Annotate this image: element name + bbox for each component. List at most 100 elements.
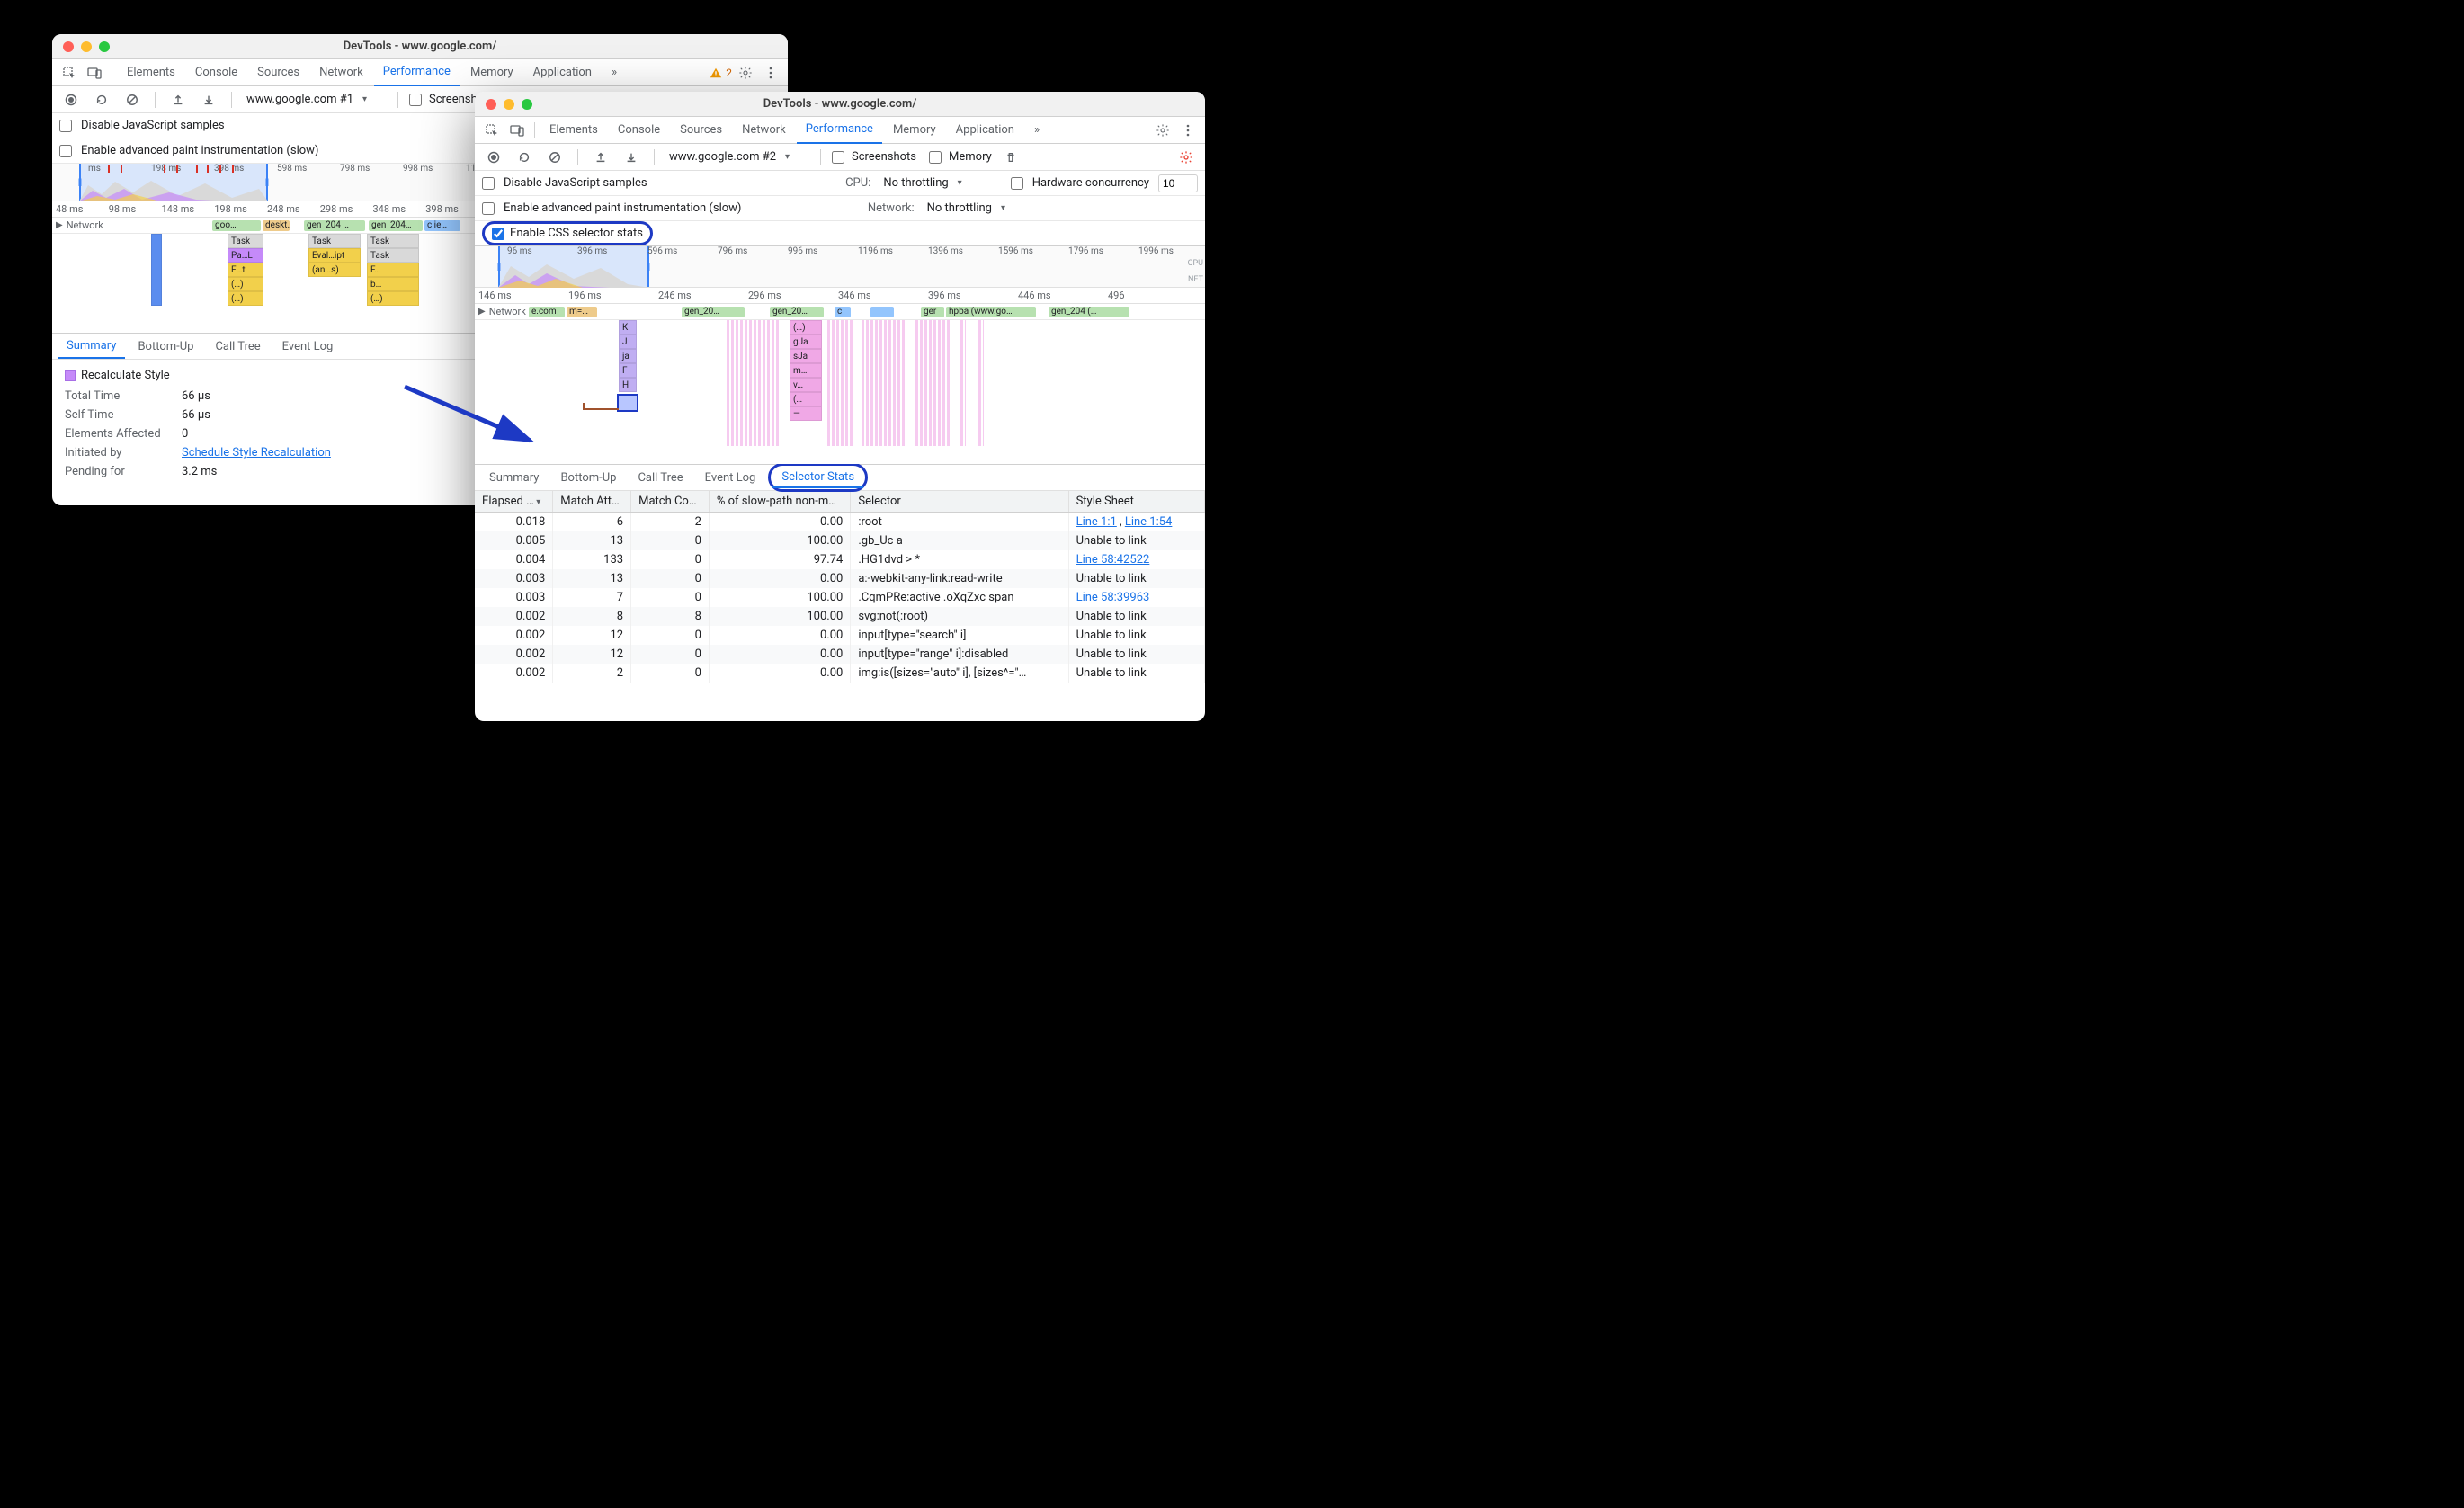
network-request-pill[interactable]: clie… xyxy=(424,220,460,231)
flame-bar[interactable] xyxy=(151,234,162,306)
flame-bar[interactable]: (…) xyxy=(790,320,822,335)
table-row[interactable]: 0.0021200.00input[type="range" i]:disabl… xyxy=(475,645,1205,664)
more-tabs-button[interactable]: » xyxy=(1025,117,1049,144)
flame-bar[interactable]: Task xyxy=(367,248,419,263)
screenshots-checkbox[interactable] xyxy=(409,94,422,106)
paint-instr-checkbox[interactable] xyxy=(482,202,495,215)
capture-settings-icon[interactable] xyxy=(1174,146,1198,169)
subtab-calltree[interactable]: Call Tree xyxy=(206,334,269,359)
initiated-by-link[interactable]: Schedule Style Recalculation xyxy=(182,446,331,460)
subtab-selectorstats[interactable]: Selector Stats xyxy=(772,467,863,488)
table-row[interactable]: 0.004133097.74.HG1dvd > *Line 58:42522 xyxy=(475,550,1205,569)
flame-bar[interactable]: (…) xyxy=(228,291,263,306)
flame-bar[interactable]: K xyxy=(619,320,637,335)
flame-bar[interactable]: H xyxy=(619,378,637,392)
tab-elements[interactable]: Elements xyxy=(540,117,607,144)
tab-network[interactable]: Network xyxy=(733,117,795,144)
table-row[interactable]: 0.0021200.00input[type="search" i]Unable… xyxy=(475,626,1205,645)
minimize-window-icon[interactable] xyxy=(81,41,92,52)
network-request-pill[interactable]: ger xyxy=(921,307,944,317)
clear-button[interactable] xyxy=(543,146,567,169)
close-window-icon[interactable] xyxy=(486,99,496,110)
table-row[interactable]: 0.002200.00img:is([sizes="auto" i], [siz… xyxy=(475,664,1205,683)
table-row[interactable]: 0.0031300.00a:-webkit-any-link:read-writ… xyxy=(475,569,1205,588)
clear-button[interactable] xyxy=(121,88,144,112)
upload-button[interactable] xyxy=(166,88,190,112)
flame-bar[interactable]: ja xyxy=(619,349,637,363)
tab-network[interactable]: Network xyxy=(310,59,372,86)
subtab-calltree[interactable]: Call Tree xyxy=(629,465,692,490)
tab-memory[interactable]: Memory xyxy=(884,117,945,144)
flame-bar[interactable]: Task xyxy=(308,234,361,248)
network-request-pill[interactable]: gen_20… xyxy=(682,307,745,317)
table-header[interactable]: % of slow-path non-m… xyxy=(709,491,850,513)
memory-checkbox[interactable] xyxy=(929,151,942,164)
flame-bar[interactable]: J xyxy=(619,335,637,349)
flame-bar[interactable]: (… xyxy=(790,392,822,406)
flame-bar[interactable]: F… xyxy=(367,263,419,277)
stylesheet-link[interactable]: Line 1:54 xyxy=(1125,515,1173,529)
flame-striped-region[interactable] xyxy=(915,320,951,446)
tab-application[interactable]: Application xyxy=(947,117,1023,144)
device-icon[interactable] xyxy=(83,61,106,85)
table-header[interactable]: Match Co… xyxy=(631,491,710,513)
flame-bar[interactable]: gJa xyxy=(790,335,822,349)
table-header[interactable]: Style Sheet xyxy=(1068,491,1204,513)
network-request-pill[interactable]: m=… xyxy=(567,307,597,317)
minimize-window-icon[interactable] xyxy=(504,99,514,110)
tab-sources[interactable]: Sources xyxy=(671,117,731,144)
screenshots-checkbox[interactable] xyxy=(832,151,844,164)
stylesheet-link[interactable]: Line 1:1 xyxy=(1076,515,1117,529)
disable-js-checkbox[interactable] xyxy=(482,177,495,190)
profile-selector[interactable]: www.google.com #1 xyxy=(243,91,387,108)
network-request-pill[interactable]: e.com xyxy=(529,307,565,317)
network-request-pill[interactable]: gen_204 (… xyxy=(1049,307,1129,317)
subtab-bottomup[interactable]: Bottom-Up xyxy=(129,334,202,359)
table-header[interactable]: Elapsed … xyxy=(475,491,553,513)
hw-concurrency-checkbox[interactable] xyxy=(1011,177,1023,190)
css-selector-stats-checkbox[interactable] xyxy=(492,228,504,240)
flame-bar[interactable]: F xyxy=(619,363,637,378)
settings-icon[interactable] xyxy=(1151,119,1174,142)
flame-striped-region[interactable] xyxy=(827,320,854,446)
cpu-dropdown[interactable]: No throttling xyxy=(879,174,965,192)
tab-elements[interactable]: Elements xyxy=(118,59,184,86)
record-button[interactable] xyxy=(59,88,83,112)
flame-striped-region[interactable] xyxy=(862,320,906,446)
tab-performance[interactable]: Performance xyxy=(797,117,882,144)
flame-bar[interactable]: b… xyxy=(367,277,419,291)
close-window-icon[interactable] xyxy=(63,41,74,52)
kebab-menu-icon[interactable] xyxy=(1176,119,1200,142)
inspect-icon[interactable] xyxy=(58,61,81,85)
tab-memory[interactable]: Memory xyxy=(461,59,522,86)
flame-bar[interactable]: m… xyxy=(790,363,822,378)
flame-bar[interactable]: Pa…L xyxy=(228,248,263,263)
tab-console[interactable]: Console xyxy=(186,59,246,86)
maximize-window-icon[interactable] xyxy=(522,99,532,110)
tab-performance[interactable]: Performance xyxy=(374,59,460,86)
flame-striped-region[interactable] xyxy=(960,320,966,446)
timeline-ruler[interactable]: 146 ms196 ms246 ms296 ms346 ms396 ms446 … xyxy=(475,288,1205,304)
maximize-window-icon[interactable] xyxy=(99,41,110,52)
gc-icon[interactable] xyxy=(999,146,1022,169)
reload-button[interactable] xyxy=(513,146,536,169)
hw-concurrency-input[interactable] xyxy=(1158,174,1198,192)
overview-minimap[interactable]: CPU NET 96 ms396 ms596 ms796 ms996 ms119… xyxy=(475,246,1205,288)
subtab-eventlog[interactable]: Event Log xyxy=(273,334,343,359)
table-header[interactable]: Match Att… xyxy=(553,491,631,513)
flame-bar[interactable]: Eval…ipt xyxy=(308,248,361,263)
reload-button[interactable] xyxy=(90,88,113,112)
network-track[interactable]: ▶ Network e.comm=…gen_20…gen_20…cgerhpba… xyxy=(475,304,1205,320)
download-button[interactable] xyxy=(197,88,220,112)
network-request-pill[interactable]: gen_20… xyxy=(770,307,824,317)
kebab-menu-icon[interactable] xyxy=(759,61,782,85)
device-icon[interactable] xyxy=(505,119,529,142)
network-request-pill[interactable]: gen_204… xyxy=(369,220,423,231)
flame-chart[interactable]: KJjaFH(…)gJasJam…v…(…— xyxy=(475,320,1205,464)
table-row[interactable]: 0.00370100.00.CqmPRe:active .oXqZxc span… xyxy=(475,588,1205,607)
flame-bar[interactable]: Task xyxy=(367,234,419,248)
flame-bar[interactable]: (…) xyxy=(228,277,263,291)
settings-icon[interactable] xyxy=(734,61,757,85)
profile-selector[interactable]: www.google.com #2 xyxy=(665,148,809,165)
flame-bar[interactable]: (…) xyxy=(367,291,419,306)
